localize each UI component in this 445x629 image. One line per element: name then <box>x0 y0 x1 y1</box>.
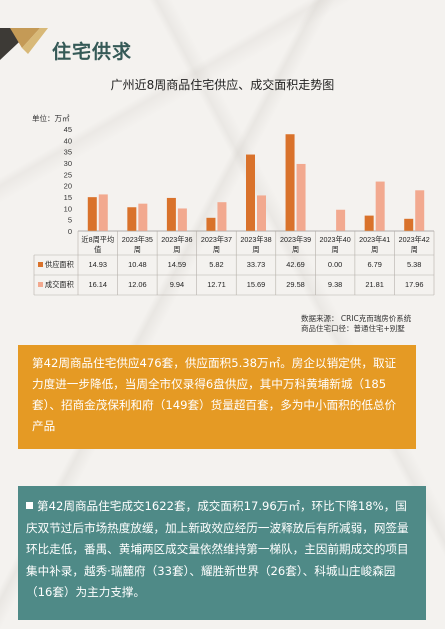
data-label: 6.79 <box>367 260 381 269</box>
data-label: 21.81 <box>365 280 384 289</box>
bullet-square-icon <box>26 502 33 509</box>
legend-entry: 成交面积 <box>45 280 74 289</box>
x-tick-label: 2023年39 <box>280 235 311 244</box>
bar-deal <box>415 190 425 231</box>
x-tick-label: 2023年42 <box>399 235 430 244</box>
y-tick-label: 35 <box>64 148 72 157</box>
chart-title: 广州近8周商品住宅供应、成交面积走势图 <box>110 78 335 92</box>
y-tick-label: 20 <box>64 182 72 191</box>
y-tick-label: 15 <box>64 193 72 202</box>
data-label: 15.69 <box>247 280 266 289</box>
y-tick-label: 10 <box>64 204 72 213</box>
data-label: 12.71 <box>207 280 226 289</box>
data-label: 12.06 <box>128 280 147 289</box>
y-tick-label: 0 <box>68 227 72 236</box>
legend-entry: 供应面积 <box>45 260 74 269</box>
bar-supply <box>127 207 137 231</box>
bar-deal <box>257 195 266 231</box>
y-tick-label: 30 <box>64 159 72 168</box>
x-tick-label: 2023年40 <box>320 235 351 244</box>
bar-chart: 单位：万㎡051015202530354045近8周平均值2023年35周202… <box>32 113 435 296</box>
deal-summary-text: 第42周商品住宅成交1622套，成交面积17.96万㎡，环比下降18%，国庆双节… <box>26 499 409 599</box>
supply-summary-box: 第42周商品住宅供应476套，供应面积5.38万㎡。房企以销定供，取证力度进一步… <box>18 345 416 449</box>
data-label: 0.00 <box>328 260 342 269</box>
chart-source: 数据来源： CRIC克而瑞房价系统 商品住宅口径：普通住宅+别墅 <box>301 314 411 334</box>
x-tick-label: 2023年36 <box>161 235 192 244</box>
x-tick-label: 周 <box>213 245 220 254</box>
bar-deal <box>177 208 187 231</box>
x-tick-label: 近8周平均 <box>81 235 114 244</box>
bar-supply <box>404 218 414 231</box>
bar-deal <box>138 203 148 231</box>
data-label: 9.94 <box>170 280 184 289</box>
x-tick-label: 2023年41 <box>359 235 390 244</box>
data-label: 29.58 <box>286 280 305 289</box>
bar-deal <box>217 202 227 231</box>
y-tick-label: 45 <box>64 125 72 134</box>
bar-deal <box>375 181 385 231</box>
x-tick-label: 周 <box>134 245 141 254</box>
deal-summary-box: 第42周商品住宅成交1622套，成交面积17.96万㎡，环比下降18%，国庆双节… <box>18 486 426 620</box>
data-label: 17.96 <box>405 280 424 289</box>
section-title: 住宅供求 <box>52 41 133 63</box>
supply-summary-text: 第42周商品住宅供应476套，供应面积5.38万㎡。房企以销定供，取证力度进一步… <box>32 356 397 433</box>
bar-deal <box>296 163 306 231</box>
x-tick-label: 2023年37 <box>201 235 232 244</box>
x-tick-label: 周 <box>292 245 299 254</box>
x-tick-label: 值 <box>94 245 101 254</box>
bar-supply <box>246 154 255 231</box>
x-tick-label: 周 <box>371 245 378 254</box>
x-tick-label: 周 <box>332 245 339 254</box>
y-tick-label: 25 <box>64 170 72 179</box>
bar-deal <box>336 209 346 231</box>
bar-supply <box>285 134 295 231</box>
data-label: 14.93 <box>89 260 108 269</box>
bar-deal <box>98 194 108 231</box>
data-label: 42.69 <box>286 260 305 269</box>
data-label: 33.73 <box>247 260 266 269</box>
y-tick-label: 40 <box>64 136 72 145</box>
bar-supply <box>87 197 97 231</box>
data-label: 10.48 <box>128 260 147 269</box>
x-tick-label: 周 <box>173 245 180 254</box>
data-label: 5.82 <box>209 260 223 269</box>
x-tick-label: 2023年35 <box>122 235 153 244</box>
x-tick-label: 周 <box>252 245 259 254</box>
data-label: 5.38 <box>407 260 421 269</box>
data-label: 9.38 <box>328 280 342 289</box>
bar-supply <box>206 217 216 231</box>
source-line-1: 数据来源： CRIC克而瑞房价系统 <box>301 314 412 323</box>
data-label: 16.14 <box>89 280 108 289</box>
x-tick-label: 周 <box>411 245 418 254</box>
source-line-2: 商品住宅口径：普通住宅+别墅 <box>301 324 405 333</box>
x-tick-label: 2023年38 <box>240 235 271 244</box>
legend-swatch <box>38 262 43 267</box>
y-tick-label: 5 <box>68 216 72 225</box>
bar-supply <box>364 215 374 231</box>
corner-triangle-icon <box>0 28 48 60</box>
y-unit-label: 单位：万㎡ <box>32 113 70 123</box>
legend-swatch <box>38 282 43 287</box>
data-label: 14.59 <box>168 260 187 269</box>
bar-supply <box>166 197 176 231</box>
